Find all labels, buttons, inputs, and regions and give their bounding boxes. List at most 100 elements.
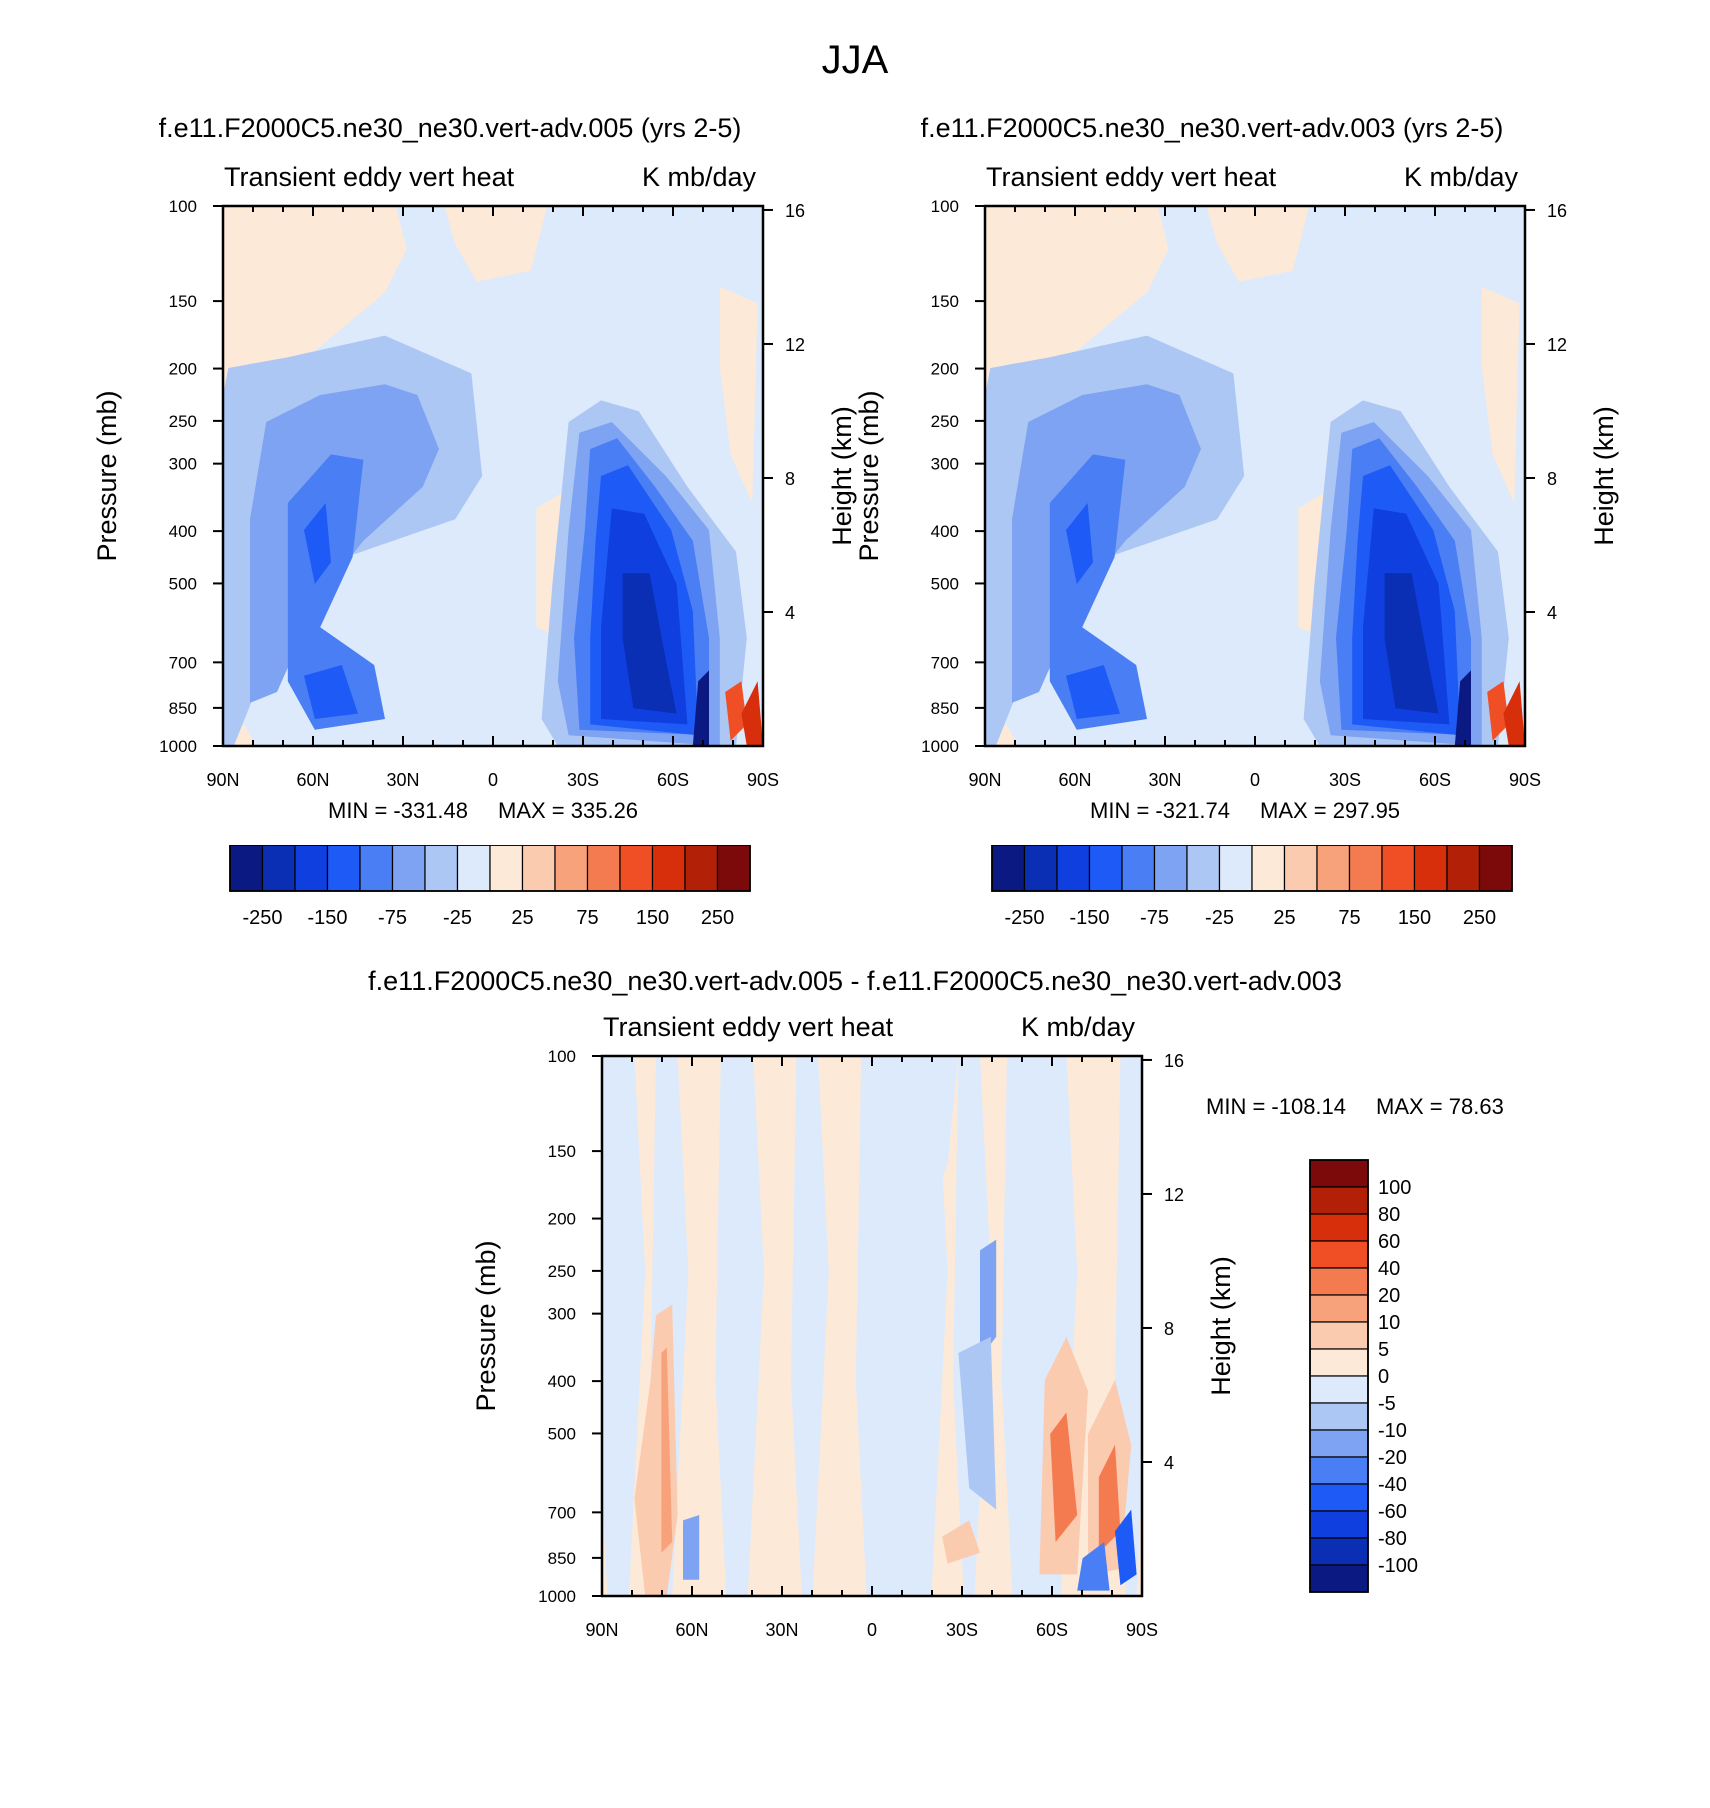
x-tick-label: 60S (1036, 1620, 1068, 1640)
field-sh-pos-a (725, 681, 747, 741)
field-neg-spot-e (1115, 1509, 1137, 1586)
colorbar-label: -5 (1378, 1393, 1396, 1415)
y2-tick-label: 8 (1164, 1319, 1174, 1339)
y-tick-label: 700 (169, 653, 197, 672)
y-tick-label: 200 (169, 360, 197, 379)
colorbar-swatch (1309, 1456, 1369, 1485)
colorbar-label: -10 (1378, 1420, 1407, 1442)
panel2-plot: 90N 60N 30N 0 30S 60S 90S 100 150 200 250 300 400 500… (854, 197, 1619, 790)
y2-tick-label: 8 (1547, 469, 1557, 489)
x-tick-label: 60N (1058, 770, 1091, 790)
y-tick-label: 300 (931, 455, 959, 474)
field-pos-nh-core (661, 1347, 673, 1553)
y-tick-label: 150 (931, 292, 959, 311)
colorbar-swatch (1309, 1159, 1369, 1188)
colorbar-label: 100 (1378, 1177, 1411, 1199)
colorbar-swatch (1309, 1483, 1369, 1512)
panel2-colorbar: -250 -150 -75 -25 25 75 150 250 (991, 845, 1513, 929)
colorbar-swatch (1316, 845, 1351, 892)
y-tick-label: 400 (548, 1372, 576, 1391)
panel2-max-label: MAX = 297.95 (1260, 798, 1401, 823)
y-tick-label: 250 (169, 412, 197, 431)
field-nh-core (1066, 503, 1093, 584)
field-pos-mid (942, 1520, 980, 1564)
colorbar-swatch (229, 845, 264, 892)
colorbar-swatch (326, 845, 361, 892)
colorbar-swatch (1186, 845, 1221, 892)
field-sh-pos-b (741, 681, 763, 746)
colorbar-label: -40 (1378, 1474, 1407, 1496)
field-positive-n (1206, 206, 1309, 282)
colorbar-swatch (1309, 1402, 1369, 1431)
colorbar-label: 80 (1378, 1204, 1400, 1226)
x-tick-label: 30S (946, 1620, 978, 1640)
y-tick-label: 850 (169, 699, 197, 718)
colorbar-label: 25 (511, 907, 533, 929)
x-tick-label: 90S (747, 770, 779, 790)
colorbar-swatch (1309, 1294, 1369, 1323)
x-tick-label: 30N (765, 1620, 798, 1640)
colorbar-label: -60 (1378, 1501, 1407, 1523)
y-tick-label: 150 (169, 292, 197, 311)
colorbar-label: -20 (1378, 1447, 1407, 1469)
y-tick-label: 100 (548, 1047, 576, 1066)
y-tick-label: 500 (169, 574, 197, 593)
field-nh-core (304, 503, 331, 584)
panel1-right-subtitle: K mb/day (642, 162, 757, 192)
colorbar-swatch (1309, 1537, 1369, 1566)
colorbar-swatch (1309, 1348, 1369, 1377)
field-pos-sh-core (1050, 1412, 1078, 1542)
colorbar-swatch (294, 845, 329, 892)
y2-tick-label: 4 (1547, 603, 1557, 623)
x-tick-label: 90N (585, 1620, 618, 1640)
x-tick-label: 90S (1126, 1620, 1158, 1640)
colorbar-swatch (1023, 845, 1058, 892)
contour-field (223, 206, 763, 746)
colorbar-label: 20 (1378, 1285, 1400, 1307)
y-tick-label: 400 (169, 522, 197, 541)
colorbar-swatch (1309, 1429, 1369, 1458)
colorbar-label: 0 (1378, 1366, 1389, 1388)
y2-tick-label: 12 (1164, 1185, 1184, 1205)
y-tick-label: 500 (548, 1424, 576, 1443)
y-axis-label: Pressure (mb) (471, 1240, 501, 1411)
contour-field (602, 1056, 1142, 1596)
colorbar-swatch (1446, 845, 1481, 892)
colorbar-swatch (1309, 1186, 1369, 1215)
y-tick-label: 100 (931, 197, 959, 216)
panel3-left-subtitle: Transient eddy vert heat (603, 1012, 894, 1042)
panel1-min-label: MIN = -331.48 (328, 798, 469, 823)
colorbar-swatch (261, 845, 296, 892)
colorbar-label: 25 (1273, 907, 1295, 929)
colorbar-label: -250 (242, 907, 282, 929)
colorbar-label: -150 (1069, 907, 1109, 929)
y-axis-label: Pressure (mb) (92, 390, 122, 561)
y-tick-label: 200 (931, 360, 959, 379)
panel2-right-subtitle: K mb/day (1404, 162, 1519, 192)
field-neg-band-0 (602, 1056, 646, 1596)
field-positive-nw (223, 206, 407, 406)
colorbar-label: 5 (1378, 1339, 1389, 1361)
colorbar-label: 75 (1338, 907, 1360, 929)
y2-tick-label: 16 (1547, 201, 1567, 221)
panel3-max-label: MAX = 78.63 (1376, 1094, 1504, 1119)
y2-tick-label: 16 (1164, 1051, 1184, 1071)
field-neg-band-2 (715, 1056, 764, 1596)
colorbar-swatch (1309, 1321, 1369, 1350)
colorbar-label: -25 (443, 907, 472, 929)
y2-tick-label: 12 (1547, 335, 1567, 355)
colorbar-label: 150 (1398, 907, 1431, 929)
colorbar-frame (229, 845, 751, 892)
x-tick-label: 60S (657, 770, 689, 790)
x-tick-label: 60S (1419, 770, 1451, 790)
colorbar-label: -250 (1004, 907, 1044, 929)
field-nh-low-core (1066, 665, 1120, 719)
y-tick-label: 500 (931, 574, 959, 593)
y2-tick-label: 4 (785, 603, 795, 623)
colorbar-swatch (586, 845, 621, 892)
colorbar-swatch (359, 845, 394, 892)
colorbar-swatch (991, 845, 1026, 892)
colorbar-swatch (1381, 845, 1416, 892)
colorbar-swatch (1088, 845, 1123, 892)
colorbar-swatch (1218, 845, 1253, 892)
